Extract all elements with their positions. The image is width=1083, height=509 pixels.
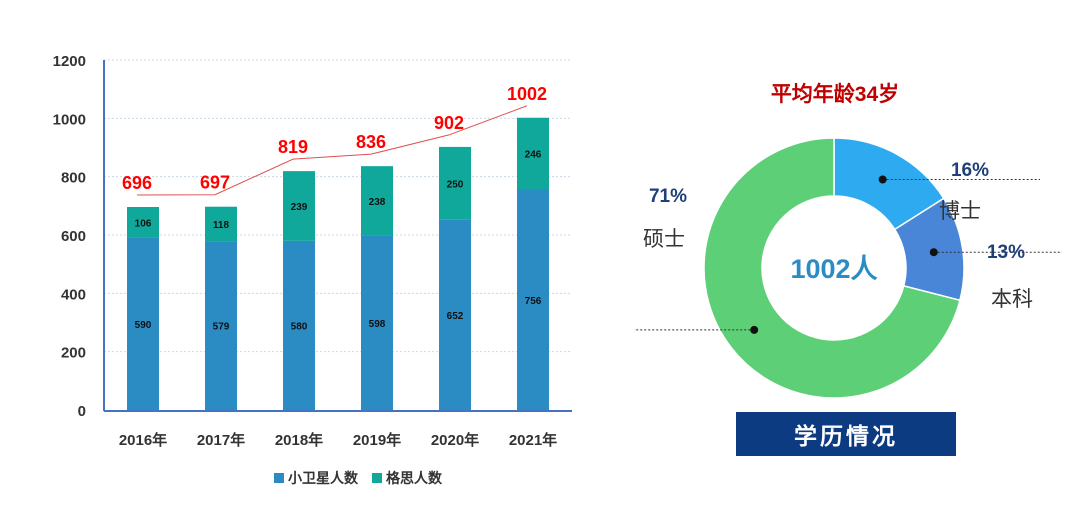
bar-series-2 bbox=[205, 206, 237, 242]
total-label: 836 bbox=[356, 132, 386, 152]
legend-swatch-series-2 bbox=[372, 473, 382, 483]
donut-center-label: 1002人 bbox=[790, 254, 877, 284]
bar-series-1 bbox=[127, 237, 159, 410]
legend-item-series-2: 格思人数 bbox=[372, 468, 442, 488]
legend-label-series-2: 格思人数 bbox=[386, 470, 442, 486]
bar-series-1 bbox=[361, 235, 393, 410]
stacked-bar-chart: 0 200 400 600 800 1000 1200 590 106 2016年 579 118 20… bbox=[53, 53, 572, 449]
education-donut-chart: 1002人 16% 博士 13% 本科 71% 硕士 bbox=[634, 137, 1062, 399]
y-tick-label: 600 bbox=[61, 228, 86, 245]
bar-value-label: 238 bbox=[369, 197, 386, 208]
donut-title: 平均年龄34岁 bbox=[770, 83, 900, 106]
total-line bbox=[136, 105, 528, 196]
legend-item-series-1: 小卫星人数 bbox=[274, 468, 358, 488]
donut-category-label: 硕士 bbox=[643, 228, 685, 251]
bar-value-label: 652 bbox=[447, 311, 464, 322]
donut-percent-label: 13% bbox=[987, 242, 1025, 263]
donut-slice bbox=[703, 137, 961, 399]
bar-value-label: 756 bbox=[525, 296, 542, 307]
bar-value-label: 118 bbox=[213, 220, 230, 231]
total-label: 902 bbox=[434, 113, 464, 133]
bar-value-label: 598 bbox=[369, 319, 386, 330]
total-label: 819 bbox=[278, 137, 308, 157]
x-tick-label: 2020年 bbox=[431, 431, 479, 449]
total-label: 696 bbox=[122, 173, 152, 193]
bar-value-label: 246 bbox=[525, 150, 542, 161]
bar-series-1 bbox=[205, 241, 237, 410]
donut-leader-dot bbox=[878, 175, 887, 184]
bar-value-label: 590 bbox=[135, 320, 152, 331]
donut-leader-dot bbox=[750, 325, 759, 334]
bar-series-2 bbox=[439, 146, 471, 220]
bar-value-label: 106 bbox=[135, 218, 152, 229]
y-tick-label: 1200 bbox=[53, 53, 86, 70]
y-tick-label: 0 bbox=[78, 403, 86, 420]
legend-swatch-series-1 bbox=[274, 473, 284, 483]
bar-value-label: 579 bbox=[213, 322, 230, 333]
bar-chart-legend: 小卫星人数 格思人数 bbox=[274, 468, 442, 488]
bar-value-label: 239 bbox=[291, 202, 308, 213]
x-tick-label: 2018年 bbox=[275, 431, 323, 449]
bar-series-2 bbox=[283, 171, 315, 241]
total-label: 1002 bbox=[507, 84, 547, 104]
x-tick-label: 2021年 bbox=[509, 431, 557, 449]
y-tick-label: 200 bbox=[61, 345, 86, 362]
donut-percent-label: 16% bbox=[951, 160, 989, 181]
bar-series-1 bbox=[439, 219, 471, 410]
y-tick-label: 1000 bbox=[53, 111, 86, 128]
education-banner: 学历情况 bbox=[736, 412, 956, 456]
donut-leader-dot bbox=[929, 248, 938, 257]
donut-category-label: 博士 bbox=[939, 200, 981, 223]
y-tick-label: 800 bbox=[61, 170, 86, 187]
donut-category-label: 本科 bbox=[991, 288, 1033, 311]
legend-label-series-1: 小卫星人数 bbox=[288, 470, 358, 486]
bar-value-label: 250 bbox=[447, 179, 464, 190]
bar-series-1 bbox=[517, 189, 549, 410]
x-tick-label: 2016年 bbox=[119, 431, 167, 449]
y-tick-label: 400 bbox=[61, 286, 86, 303]
total-label: 697 bbox=[200, 173, 230, 193]
donut-percent-label: 71% bbox=[649, 186, 687, 207]
bar-value-label: 580 bbox=[291, 321, 308, 332]
bar-series-2 bbox=[361, 166, 393, 236]
bar-series-2 bbox=[517, 117, 549, 190]
x-tick-label: 2019年 bbox=[353, 431, 401, 449]
bar-series-1 bbox=[283, 240, 315, 410]
bar-series-2 bbox=[127, 207, 159, 238]
x-tick-label: 2017年 bbox=[197, 431, 245, 449]
